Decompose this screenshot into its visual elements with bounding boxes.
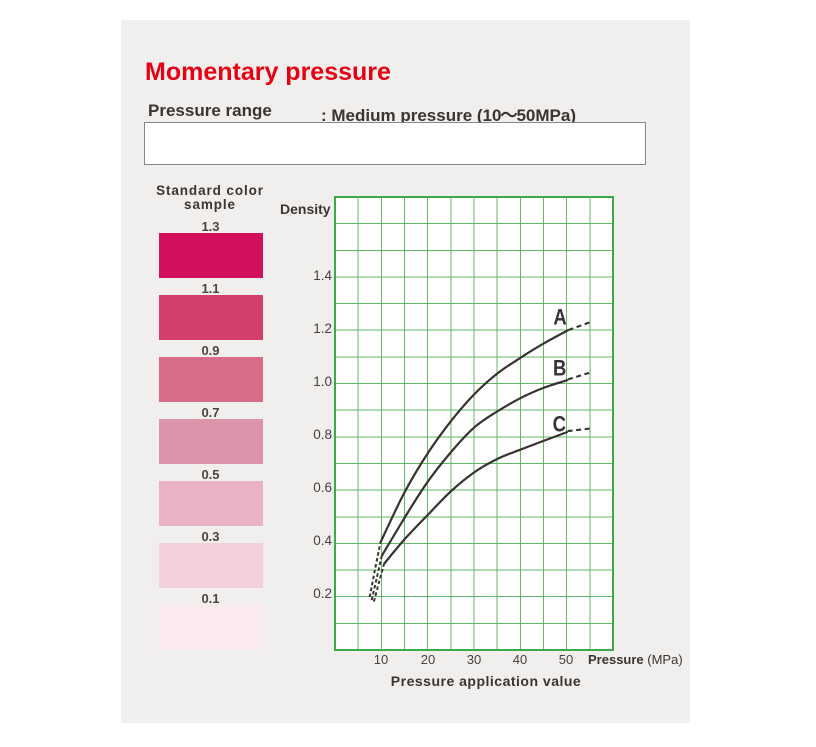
- svg-text:B: B: [553, 357, 566, 381]
- svg-text:A: A: [553, 306, 567, 330]
- svg-text:C: C: [553, 413, 567, 437]
